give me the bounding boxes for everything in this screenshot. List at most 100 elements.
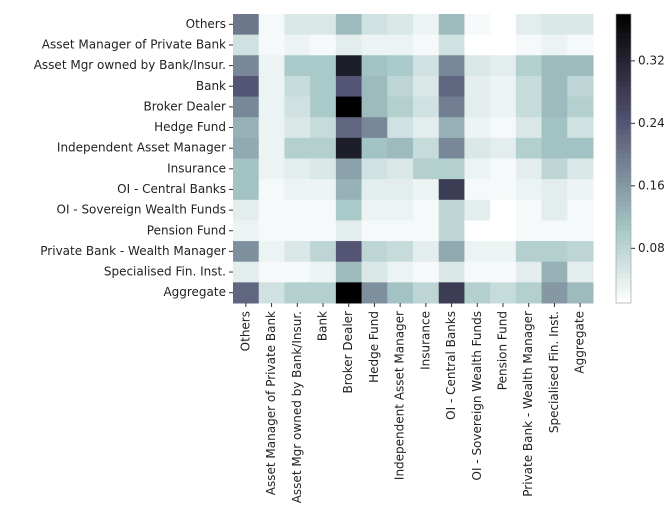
colorbar-segment <box>616 129 631 135</box>
heat-cell <box>464 14 491 36</box>
x-tick-label: Bank <box>316 311 330 341</box>
heat-cell <box>258 241 285 263</box>
heat-cell <box>413 158 440 180</box>
heat-cell <box>284 137 311 159</box>
heat-cell <box>490 75 517 98</box>
x-tick-label: Others <box>238 311 252 351</box>
heat-cell <box>258 55 285 77</box>
heat-cell <box>438 199 465 221</box>
heat-cell <box>258 14 285 36</box>
colorbar-segment <box>616 47 631 54</box>
heat-cell <box>464 75 491 98</box>
colorbar-segment <box>616 153 631 159</box>
colorbar-segment <box>616 28 631 34</box>
colorbar-tick-label: 0.08 <box>638 241 665 255</box>
heat-cell <box>567 96 594 118</box>
heat-cell <box>284 75 311 98</box>
colorbar-segment <box>616 298 631 304</box>
heat-cell <box>567 158 594 180</box>
heat-cell <box>515 55 543 77</box>
colorbar-segment <box>616 264 631 270</box>
heat-cell <box>515 14 543 36</box>
x-tick-label: OI - Central Banks <box>444 311 458 420</box>
heat-cell <box>233 96 260 118</box>
heat-cell <box>284 241 311 263</box>
x-tick-label: Hedge Fund <box>367 311 381 383</box>
x-tick-label: Broker Dealer <box>341 311 355 394</box>
heat-cell <box>335 282 363 304</box>
heat-cell <box>310 137 337 159</box>
heat-cell <box>233 282 260 304</box>
heat-cell <box>284 55 311 77</box>
heat-cell <box>464 158 491 180</box>
heat-cell <box>438 75 465 98</box>
colorbar-tick-label: 0.32 <box>638 53 665 67</box>
heat-cell <box>361 282 388 304</box>
y-tick-label: OI - Central Banks <box>117 182 226 196</box>
heat-cell <box>515 179 543 201</box>
colorbar-segment <box>616 206 631 212</box>
y-tick-label: Asset Mgr owned by Bank/Insur. <box>34 58 226 72</box>
colorbar-segment <box>616 182 631 188</box>
colorbar-segment <box>616 197 631 203</box>
heat-cell <box>541 96 568 118</box>
heat-cell <box>387 117 414 139</box>
heat-cell <box>567 14 594 36</box>
heat-cell <box>258 96 285 118</box>
heat-cell <box>284 14 311 36</box>
heat-cell <box>541 55 568 77</box>
heat-cell <box>361 261 388 283</box>
heat-cell <box>464 282 491 304</box>
heat-cell <box>361 117 388 139</box>
colorbar-segment <box>616 57 631 63</box>
colorbar-segment <box>616 278 631 285</box>
colorbar-segment <box>616 38 631 44</box>
heat-cell <box>233 137 260 159</box>
y-tick-label: Aggregate <box>163 285 226 299</box>
heat-cell <box>515 137 543 159</box>
colorbar-tick-label: 0.16 <box>638 178 665 192</box>
heat-cell <box>413 282 440 304</box>
heat-cell <box>284 199 311 221</box>
colorbar-segment <box>616 250 631 256</box>
y-tick-label: OI - Sovereign Wealth Funds <box>57 203 227 217</box>
colorbar-segment <box>616 66 631 73</box>
heat-cell <box>541 261 568 283</box>
y-tick-label: Bank <box>196 79 226 93</box>
heat-cell <box>515 241 543 263</box>
heat-cell <box>567 75 594 98</box>
heat-cell <box>490 261 517 283</box>
y-tick-label: Independent Asset Manager <box>57 141 226 155</box>
heat-cell <box>233 179 260 201</box>
heat-cell <box>335 96 363 118</box>
colorbar-segment <box>616 172 631 179</box>
heat-cell <box>515 282 543 304</box>
heat-cell <box>310 117 337 139</box>
heat-cell <box>284 117 311 139</box>
y-tick-label: Hedge Fund <box>154 120 226 134</box>
heat-cell <box>335 179 363 201</box>
heat-cell <box>438 137 465 159</box>
heat-cell <box>310 179 337 201</box>
heat-cell <box>413 14 440 36</box>
heat-cell <box>515 117 543 139</box>
heat-cell <box>233 199 260 221</box>
heat-cell <box>361 55 388 77</box>
heat-cell <box>464 137 491 159</box>
heat-cell <box>233 261 260 283</box>
heat-cell <box>387 282 414 304</box>
heat-cell <box>233 241 260 263</box>
heat-cell <box>490 117 517 139</box>
heat-cell <box>567 55 594 77</box>
colorbar-segment <box>616 211 631 217</box>
colorbar-segment <box>616 259 631 265</box>
heat-cell <box>284 282 311 304</box>
colorbar-segment <box>616 274 631 280</box>
colorbar-tick-label: 0.24 <box>638 116 665 130</box>
y-tick-label: Private Bank - Wealth Manager <box>40 244 226 258</box>
heat-cell <box>310 75 337 98</box>
colorbar-segment <box>616 254 631 261</box>
heat-cell <box>541 137 568 159</box>
heat-cell <box>515 34 543 56</box>
